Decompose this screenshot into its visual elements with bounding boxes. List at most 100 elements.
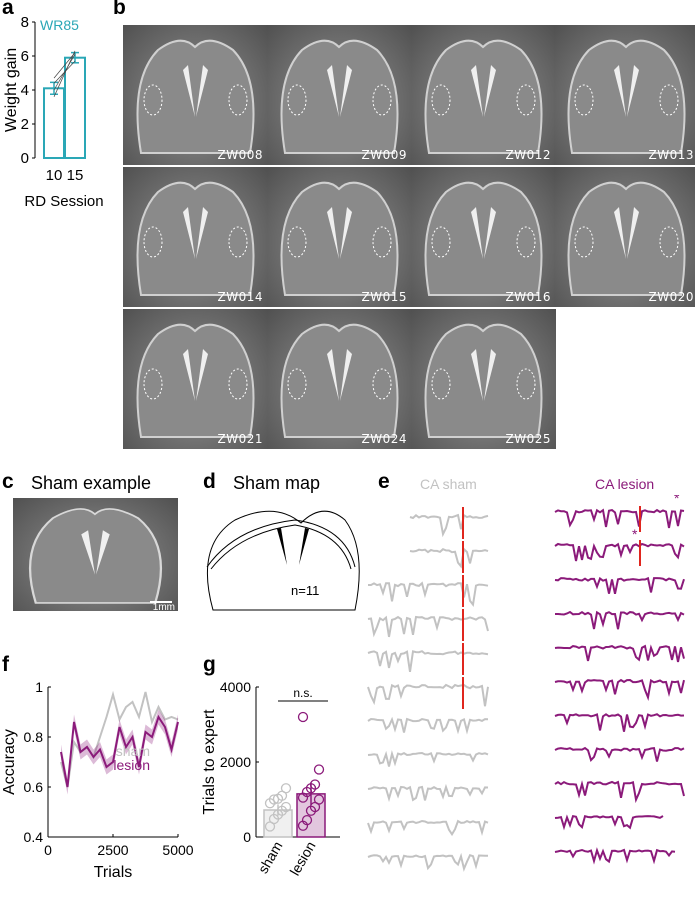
x-tick-label: lesion: [286, 839, 318, 879]
y-tick-label: 0.6: [24, 779, 44, 795]
section-id-label: ZW008: [217, 148, 263, 162]
brain-section-image: ZW024: [267, 309, 412, 449]
y-tick-label: 0.8: [24, 729, 44, 745]
y-tick-label: 2000: [220, 754, 251, 770]
sham-trace: [409, 547, 489, 569]
lesion-trace: [554, 814, 664, 831]
brain-section-image: ZW021: [123, 309, 268, 449]
lesion-line: [60, 714, 179, 788]
accuracy-chart: 0.4 0.6 0.8 1 0 2500 5000 Accuracy Trials sham l…: [1, 679, 194, 881]
sham-example-title: Sham example: [31, 473, 152, 493]
brain-section-drawing: [567, 39, 686, 154]
lesion-trace: [554, 847, 676, 865]
n-count-label: n=11: [291, 583, 319, 598]
brain-section-image: ZW020: [554, 167, 695, 307]
lesion-trace: [554, 713, 685, 732]
learning-traces: **: [367, 495, 685, 872]
brain-section-image: ZW008: [123, 25, 268, 165]
panel-d-label: d: [203, 470, 216, 493]
lesion-trace: [554, 542, 685, 562]
ca-sham-title: CA sham: [420, 476, 477, 492]
brain-section-drawing: [424, 39, 543, 154]
y-tick-label: 6: [21, 48, 29, 65]
y-axis-label: Accuracy: [1, 729, 18, 795]
y-tick-label: 1: [35, 679, 43, 695]
paired-line: [53, 52, 76, 79]
brain-section-image: ZW025: [411, 309, 556, 449]
ca-lesion-title: CA lesion: [595, 476, 655, 492]
brain-section-drawing: [28, 508, 163, 604]
y-axis-label: Trials to expert: [201, 709, 218, 815]
lesion-trace: [554, 508, 685, 529]
lesion-error-band: [61, 709, 178, 795]
panel-b-label: b: [113, 0, 126, 19]
scale-bar-label: 1mm: [152, 602, 175, 611]
paired-line: [53, 50, 76, 97]
data-point: [301, 814, 313, 826]
y-tick-label: 0: [21, 150, 29, 167]
x-tick-label: 0: [44, 842, 52, 858]
legend-sham: sham: [116, 743, 150, 759]
sham-trace: [409, 513, 489, 538]
section-id-label: ZW025: [505, 432, 551, 446]
section-id-label: ZW020: [648, 290, 694, 304]
section-id-label: ZW009: [361, 148, 407, 162]
legend-lesion: lesion: [113, 757, 150, 773]
sham-trace: [367, 615, 489, 638]
y-tick-label: 2: [21, 116, 29, 133]
panel-e-label: e: [378, 470, 390, 493]
section-id-label: ZW015: [361, 290, 407, 304]
brain-section-drawing: [280, 181, 399, 296]
x-tick-label: sham: [255, 839, 286, 877]
sham-trace: [367, 852, 488, 872]
brain-section-image: ZW015: [267, 167, 412, 307]
brain-section-image: ZW014: [123, 167, 268, 307]
brain-section-drawing: [280, 323, 399, 438]
brain-section-drawing: [136, 39, 255, 154]
brain-section-drawing: [280, 39, 399, 154]
brain-section-drawing: [424, 181, 543, 296]
brain-section-image: ZW016: [411, 167, 556, 307]
brain-section-drawing: [136, 181, 255, 296]
section-id-label: ZW014: [217, 290, 263, 304]
section-id-label: ZW024: [361, 432, 407, 446]
y-tick-label: 0: [243, 829, 251, 845]
data-point: [297, 711, 309, 723]
sham-trace: [367, 650, 489, 672]
panel-g-label: g: [203, 653, 216, 676]
bar: [43, 87, 65, 159]
panel-f-label: f: [2, 653, 9, 676]
y-tick-label: 8: [21, 14, 29, 31]
x-tick-label: 5000: [162, 842, 193, 858]
asterisk-marker: *: [632, 526, 638, 542]
y-tick-label: 0.4: [24, 829, 44, 845]
x-tick-label: 10: [46, 167, 63, 184]
y-axis-label: Weight gain: [3, 48, 20, 132]
panel-c-label: c: [2, 470, 14, 493]
data-point: [313, 764, 325, 775]
brain-section-image: ZW009: [267, 25, 412, 165]
paired-line: [53, 60, 76, 84]
data-point: [309, 779, 321, 790]
sham-map-drawing: n=11: [206, 510, 360, 611]
scale-bar: [150, 601, 172, 603]
x-tick-label: 2500: [97, 842, 128, 858]
sham-trace: [367, 750, 489, 767]
y-tick-label: 4000: [220, 679, 251, 695]
panel-a-label: a: [2, 0, 14, 19]
data-point: [280, 801, 292, 813]
data-point: [280, 783, 292, 794]
sham-trace: [368, 581, 489, 608]
lesion-trace: [554, 678, 685, 702]
brain-section-image: ZW012: [411, 25, 556, 165]
section-id-label: ZW013: [648, 148, 694, 162]
significance-label: n.s.: [293, 686, 312, 700]
x-axis-label: RD Session: [24, 193, 103, 210]
brain-section-drawing: [424, 323, 543, 438]
data-point: [313, 794, 325, 805]
section-id-label: ZW021: [217, 432, 263, 446]
y-tick-label: 4: [21, 82, 29, 99]
lesion-trace: [554, 644, 685, 663]
brain-section-drawing: [136, 323, 255, 438]
weight-gain-chart: 0 2 4 6 8 10 15 WR85 Weight gain RD Session: [3, 14, 104, 210]
